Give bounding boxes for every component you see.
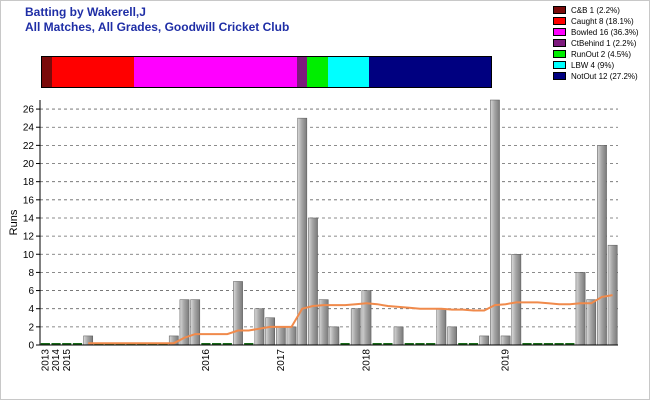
- y-tick-label: 0: [28, 341, 34, 352]
- legend-label: Caught 8 (18.1%): [571, 17, 634, 26]
- y-tick-label: 16: [23, 195, 35, 206]
- zero-marker: [383, 343, 393, 345]
- zero-marker: [201, 343, 211, 345]
- dismissal-segment: [133, 57, 298, 87]
- average-line: [88, 294, 613, 345]
- legend-label: RunOut 2 (4.5%): [571, 50, 632, 59]
- bar: [297, 117, 308, 346]
- legend-swatch: [553, 28, 566, 36]
- bar: [308, 217, 318, 346]
- legend-swatch: [553, 6, 566, 14]
- legend-item: LBW 4 (9%): [553, 60, 648, 71]
- zero-marker: [222, 343, 232, 345]
- bar: [233, 281, 243, 346]
- legend-item: Caught 8 (18.1%): [553, 16, 648, 27]
- zero-marker: [415, 343, 425, 345]
- zero-marker: [40, 343, 50, 345]
- x-tick-label: 2019: [501, 349, 512, 372]
- zero-marker: [51, 343, 61, 345]
- dismissal-segment: [297, 57, 308, 87]
- bar: [586, 299, 597, 346]
- y-tick-label: 10: [23, 250, 35, 261]
- bar: [436, 308, 447, 346]
- y-tick-label: 20: [23, 159, 35, 170]
- zero-marker: [404, 343, 414, 345]
- x-tick-label: 2017: [276, 349, 287, 372]
- dismissal-segment: [368, 57, 491, 87]
- legend-item: CtBehind 1 (2.2%): [553, 38, 648, 49]
- bar: [350, 308, 361, 346]
- chart-subtitle: All Matches, All Grades, Goodwill Cricke…: [25, 20, 290, 34]
- zero-marker: [468, 343, 479, 345]
- y-tick-label: 8: [28, 268, 34, 279]
- legend-item: NotOut 12 (27.2%): [553, 71, 648, 82]
- legend-item: Bowled 16 (36.3%): [553, 27, 648, 38]
- legend-swatch: [553, 61, 566, 69]
- bar: [275, 326, 286, 346]
- zero-marker: [244, 343, 254, 345]
- zero-marker: [554, 343, 564, 345]
- zero-marker: [426, 343, 436, 345]
- bar: [511, 254, 522, 346]
- bar: [479, 335, 490, 346]
- bar: [490, 99, 500, 346]
- legend-item: C&B 1 (2.2%): [553, 5, 648, 16]
- zero-marker: [212, 343, 222, 345]
- legend-label: CtBehind 1 (2.2%): [571, 39, 637, 48]
- zero-marker: [543, 343, 554, 345]
- bar: [597, 145, 607, 346]
- legend-swatch: [553, 39, 566, 47]
- x-tick-label: 2016: [201, 349, 212, 372]
- legend-swatch: [553, 72, 566, 80]
- bar: [447, 326, 457, 346]
- y-tick-label: 6: [28, 286, 34, 297]
- bar: [190, 299, 201, 346]
- legend-swatch: [553, 50, 566, 58]
- zero-marker: [340, 343, 350, 345]
- dismissal-segment: [307, 57, 328, 87]
- dismissal-segment: [52, 57, 134, 87]
- zero-marker: [565, 343, 575, 345]
- chart-title: Batting by Wakerell,J: [25, 5, 146, 19]
- legend-item: RunOut 2 (4.5%): [553, 49, 648, 60]
- bar: [254, 308, 265, 346]
- bar: [361, 290, 372, 346]
- y-tick-label: 4: [28, 304, 34, 315]
- bar: [393, 326, 404, 346]
- legend-swatch: [553, 17, 566, 25]
- y-tick-label: 26: [23, 105, 35, 116]
- bar: [575, 272, 586, 346]
- y-tick-label: 14: [23, 213, 35, 224]
- zero-marker: [372, 343, 382, 345]
- zero-marker: [62, 343, 72, 345]
- x-tick-label: 2013: [40, 349, 51, 372]
- zero-marker: [533, 343, 543, 345]
- x-tick-label: 2018: [361, 349, 372, 372]
- y-axis-title: Runs: [8, 209, 20, 235]
- y-tick-label: 24: [23, 123, 35, 134]
- x-tick-label: 2014: [51, 349, 62, 372]
- dismissal-segment: [42, 57, 53, 87]
- dismissal-segment: [327, 57, 369, 87]
- legend-label: NotOut 12 (27.2%): [571, 72, 638, 81]
- y-tick-label: 12: [23, 232, 35, 243]
- legend-label: Bowled 16 (36.3%): [571, 28, 639, 37]
- zero-marker: [522, 343, 532, 345]
- legend-label: C&B 1 (2.2%): [571, 6, 620, 15]
- dismissal-breakdown-bar: [41, 56, 492, 88]
- legend-label: LBW 4 (9%): [571, 61, 615, 70]
- zero-marker: [72, 343, 83, 345]
- zero-marker: [458, 343, 468, 345]
- bar: [329, 326, 340, 346]
- y-tick-label: 2: [28, 322, 34, 333]
- bar: [286, 326, 297, 346]
- bar: [500, 335, 511, 346]
- bar: [265, 317, 275, 346]
- y-tick-label: 18: [23, 177, 35, 188]
- y-tick-label: 22: [23, 141, 35, 152]
- x-tick-label: 2015: [62, 349, 73, 372]
- bar: [318, 299, 329, 346]
